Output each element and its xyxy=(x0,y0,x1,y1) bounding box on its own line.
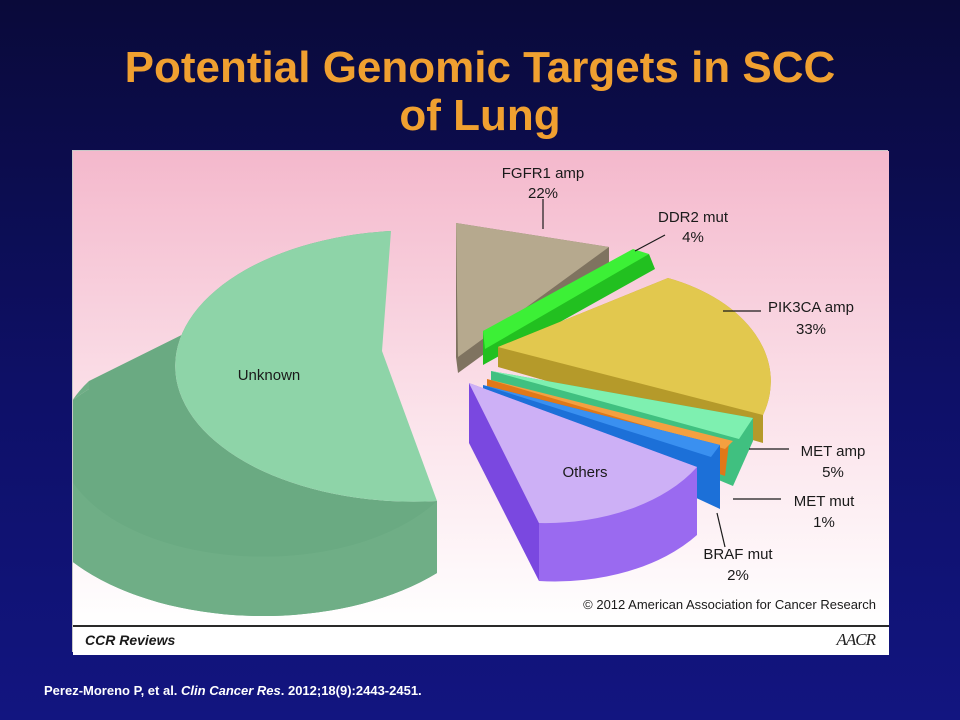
ccr-reviews-label: CCR Reviews xyxy=(85,632,176,648)
label-unknown: Unknown xyxy=(238,367,301,384)
label-met-amp-value: 5% xyxy=(822,464,844,481)
figure-panel: Unknown Others FGFR1 amp 22% DDR2 mut 4%… xyxy=(72,150,889,655)
leader-ddr2 xyxy=(634,234,666,252)
label-met-mut-name: MET mut xyxy=(794,493,855,510)
citation-journal: Clin Cancer Res xyxy=(181,683,281,698)
label-fgfr1-value: 22% xyxy=(528,185,558,202)
label-pik3ca-name: PIK3CA amp xyxy=(768,299,854,316)
label-ddr2-value: 4% xyxy=(682,229,704,246)
label-fgfr1-name: FGFR1 amp xyxy=(502,165,585,182)
label-pik3ca-value: 33% xyxy=(796,321,826,338)
slice-pik3ca xyxy=(498,278,771,443)
slice-others xyxy=(469,383,697,582)
label-braf-name: BRAF mut xyxy=(703,546,773,563)
label-met-mut-value: 1% xyxy=(813,514,835,531)
label-met-amp-name: MET amp xyxy=(801,443,866,460)
label-others: Others xyxy=(562,464,607,481)
leader-braf xyxy=(716,512,726,548)
slice-unknown xyxy=(73,231,437,617)
citation-authors: Perez-Moreno P, et al. xyxy=(44,683,182,698)
citation: Perez-Moreno P, et al. Clin Cancer Res. … xyxy=(44,683,422,698)
pie-chart: Unknown Others FGFR1 amp 22% DDR2 mut 4%… xyxy=(73,151,889,625)
copyright-notice: © 2012 American Association for Cancer R… xyxy=(583,597,876,612)
slide-title-line-1: Potential Genomic Targets in SCC xyxy=(124,43,836,92)
citation-details: . 2012;18(9):2443-2451. xyxy=(280,683,422,698)
figure-footer: CCR Reviews AACR xyxy=(73,625,889,655)
slide-title: Potential Genomic Targets in SCC of Lung xyxy=(0,44,960,140)
label-ddr2-name: DDR2 mut xyxy=(658,209,729,226)
label-braf-value: 2% xyxy=(727,567,749,584)
slide-title-line-2: of Lung xyxy=(399,91,561,140)
aacr-logo: AACR xyxy=(836,630,876,649)
